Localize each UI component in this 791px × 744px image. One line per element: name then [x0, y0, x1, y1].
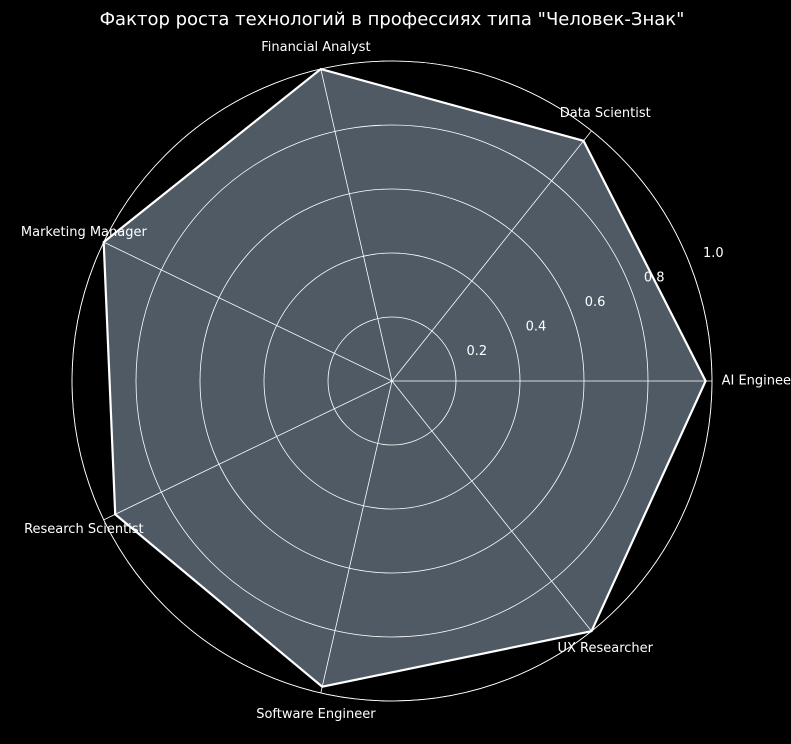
- outer-frame: [71, 60, 713, 702]
- spoke: [320, 380, 393, 694]
- spoke: [103, 380, 393, 521]
- category-label: Software Engineer: [256, 707, 376, 722]
- spoke: [391, 380, 592, 632]
- category-label: Research Scientist: [24, 522, 144, 537]
- spoke: [103, 241, 393, 382]
- r-tick-label: 0.4: [526, 319, 547, 334]
- spoke: [320, 68, 393, 382]
- category-label: Marketing Manager: [21, 225, 148, 240]
- category-label: Data Scientist: [560, 106, 651, 121]
- category-label: UX Researcher: [557, 641, 653, 656]
- spoke: [391, 130, 592, 382]
- r-tick-label: 0.6: [585, 295, 606, 310]
- r-tick-label: 0.8: [644, 270, 665, 285]
- category-label: Financial Analyst: [261, 40, 370, 55]
- r-tick-label: 0.2: [467, 344, 488, 359]
- chart-title: Фактор роста технологий в профессиях тип…: [100, 9, 685, 30]
- radar-area: [102, 67, 707, 688]
- category-label: AI Engineer: [722, 374, 791, 389]
- r-tick-label: 1.0: [703, 246, 724, 261]
